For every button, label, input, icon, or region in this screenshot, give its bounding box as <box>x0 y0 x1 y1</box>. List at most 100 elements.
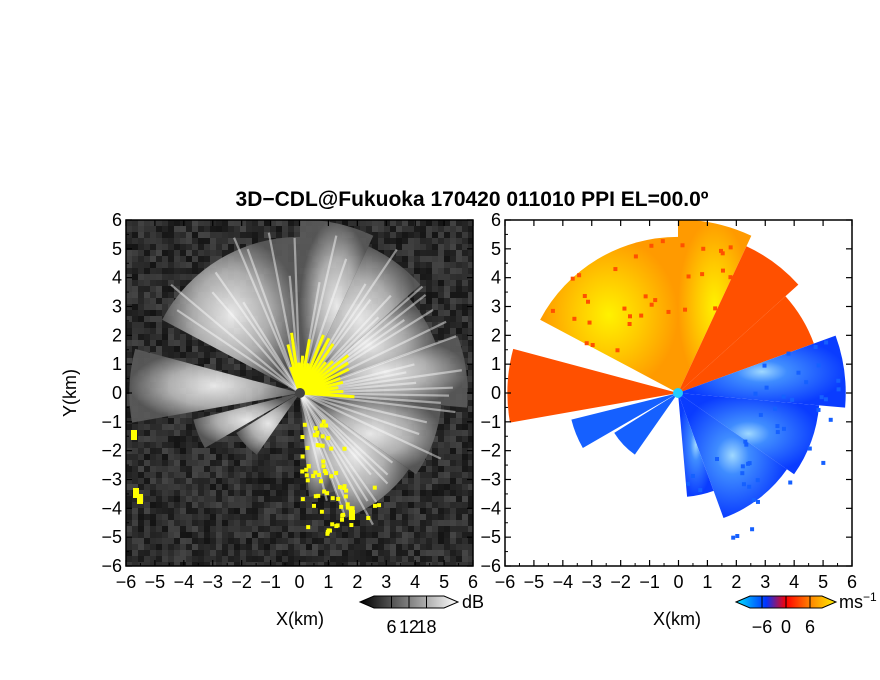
intensity-high-echo-streak <box>299 391 355 399</box>
intensity-x-tick-label: 0 <box>294 572 304 592</box>
intensity-noise-cell <box>372 232 378 238</box>
intensity-noise-cell <box>288 424 294 430</box>
intensity-noise-cell <box>288 484 294 490</box>
intensity-noise-cell <box>186 424 192 430</box>
intensity-noise-cell <box>282 220 288 226</box>
velocity-speckle <box>643 294 648 299</box>
intensity-noise-cell <box>414 532 420 538</box>
intensity-noise-cell <box>240 424 246 430</box>
intensity-noise-cell <box>444 514 450 520</box>
intensity-noise-cell <box>156 316 162 322</box>
intensity-noise-cell <box>390 532 396 538</box>
intensity-noise-cell <box>366 520 372 526</box>
intensity-noise-cell <box>252 400 258 406</box>
intensity-noise-cell <box>210 556 216 562</box>
intensity-noise-cell <box>258 484 264 490</box>
intensity-noise-cell <box>306 532 312 538</box>
intensity-noise-cell <box>462 226 468 232</box>
intensity-noise-cell <box>156 352 162 358</box>
intensity-noise-cell <box>144 250 150 256</box>
velocity-speckle <box>590 343 595 348</box>
intensity-noise-cell <box>432 256 438 262</box>
intensity-noise-cell <box>264 454 270 460</box>
intensity-noise-cell <box>414 514 420 520</box>
intensity-noise-cell <box>132 292 138 298</box>
intensity-noise-cell <box>348 550 354 556</box>
intensity-noise-cell <box>270 544 276 550</box>
velocity-y-tick-label: 6 <box>491 210 501 230</box>
intensity-noise-cell <box>252 232 258 238</box>
velocity-sectors <box>507 220 846 540</box>
intensity-noise-cell <box>420 532 426 538</box>
intensity-noise-cell <box>210 364 216 370</box>
intensity-noise-cell <box>216 352 222 358</box>
intensity-noise-cell <box>450 544 456 550</box>
intensity-noise-cell <box>264 532 270 538</box>
velocity-speckle <box>613 267 618 272</box>
intensity-noise-cell <box>468 280 473 286</box>
intensity-noise-cell <box>138 502 144 508</box>
intensity-noise-cell <box>234 502 240 508</box>
intensity-noise-cell <box>438 310 444 316</box>
intensity-noise-cell <box>450 436 456 442</box>
intensity-y-tick-label: −2 <box>101 441 122 461</box>
intensity-noise-cell <box>456 334 462 340</box>
intensity-noise-cell <box>222 526 228 532</box>
intensity-noise-cell <box>192 520 198 526</box>
intensity-noise-cell <box>192 220 198 226</box>
intensity-noise-cell <box>264 484 270 490</box>
intensity-noise-cell <box>444 298 450 304</box>
intensity-echo-sector <box>236 393 300 455</box>
intensity-noise-cell <box>222 454 228 460</box>
intensity-noise-cell <box>246 526 252 532</box>
intensity-high-echo-cell <box>321 464 326 469</box>
intensity-noise-cell <box>138 460 144 466</box>
intensity-noise-cell <box>468 520 473 526</box>
intensity-high-echo-cell <box>305 478 310 483</box>
intensity-noise-cell <box>426 550 432 556</box>
velocity-radar-site <box>673 388 683 398</box>
intensity-noise-cell <box>156 256 162 262</box>
velocity-speckle <box>586 299 591 304</box>
intensity-noise-cell <box>438 460 444 466</box>
intensity-noise-cell <box>294 544 300 550</box>
intensity-noise-cell <box>222 238 228 244</box>
intensity-noise-cell <box>438 562 444 566</box>
intensity-noise-cell <box>126 484 132 490</box>
intensity-noise-cell <box>462 268 468 274</box>
intensity-noise-cell <box>390 508 396 514</box>
intensity-noise-cell <box>276 226 282 232</box>
intensity-noise-cell <box>258 478 264 484</box>
velocity-y-tick-label: 5 <box>491 239 501 259</box>
intensity-noise-cell <box>228 538 234 544</box>
intensity-noise-cell <box>186 418 192 424</box>
intensity-noise-cell <box>180 526 186 532</box>
intensity-noise-cell <box>432 220 438 226</box>
intensity-noise-cell <box>162 478 168 484</box>
intensity-noise-cell <box>468 400 473 406</box>
intensity-noise-cell <box>390 250 396 256</box>
intensity-noise-cell <box>186 358 192 364</box>
intensity-high-echo-cell <box>330 522 335 527</box>
intensity-noise-cell <box>450 424 456 430</box>
velocity-speckle <box>775 424 780 429</box>
intensity-noise-cell <box>378 550 384 556</box>
intensity-noise-cell <box>438 430 444 436</box>
intensity-noise-cell <box>180 472 186 478</box>
intensity-noise-cell <box>462 562 468 566</box>
velocity-speckle <box>828 417 833 422</box>
intensity-noise-cell <box>414 478 420 484</box>
intensity-noise-cell <box>456 244 462 250</box>
intensity-noise-cell <box>144 334 150 340</box>
intensity-noise-cell <box>180 490 186 496</box>
intensity-noise-cell <box>198 220 204 226</box>
intensity-noise-cell <box>132 526 138 532</box>
intensity-noise-cell <box>306 508 312 514</box>
intensity-noise-cell <box>156 244 162 250</box>
intensity-high-echo-cell <box>336 496 341 501</box>
intensity-noise-cell <box>444 238 450 244</box>
intensity-noise-cell <box>192 340 198 346</box>
intensity-noise-cell <box>432 466 438 472</box>
intensity-noise-cell <box>456 238 462 244</box>
